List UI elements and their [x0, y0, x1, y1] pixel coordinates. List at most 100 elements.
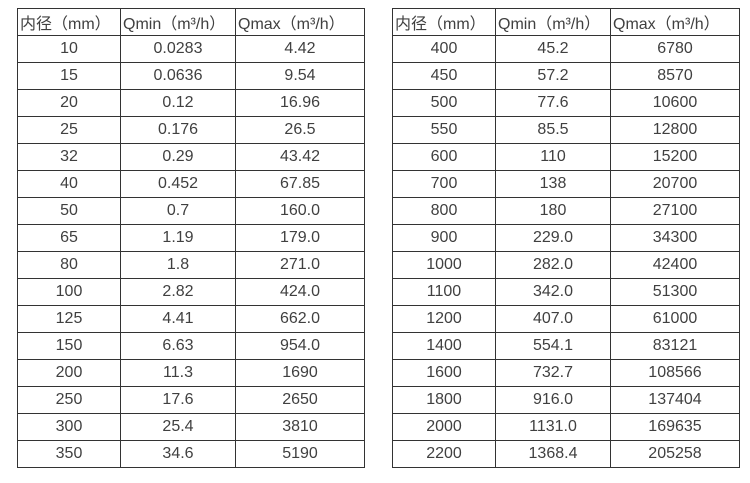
table-cell-qmin: 34.6	[120, 440, 236, 468]
table-cell-qmax: 662.0	[235, 305, 365, 333]
table-cell-diameter: 80	[17, 251, 121, 279]
table-row: 450 57.2 8570	[392, 62, 740, 90]
table-cell-diameter: 40	[17, 170, 121, 198]
table-cell-qmin: 4.41	[120, 305, 236, 333]
table-cell-qmax: 5190	[235, 440, 365, 468]
table-cell-qmin: 17.6	[120, 386, 236, 414]
table-row: 150 6.63 954.0	[17, 332, 365, 360]
table-cell-qmax: 16.96	[235, 89, 365, 117]
table-cell-qmax: 160.0	[235, 197, 365, 225]
table-row: 10 0.0283 4.42	[17, 35, 365, 63]
table-row: 250 17.6 2650	[17, 386, 365, 414]
table-row: 900 229.0 34300	[392, 224, 740, 252]
table-cell-diameter: 300	[17, 413, 121, 441]
table-cell-qmax: 67.85	[235, 170, 365, 198]
table-cell-diameter: 1800	[392, 386, 496, 414]
table-row: 80 1.8 271.0	[17, 251, 365, 279]
table-row: 15 0.0636 9.54	[17, 62, 365, 90]
table-cell-diameter: 1600	[392, 359, 496, 387]
table-row: 40 0.452 67.85	[17, 170, 365, 198]
table-cell-qmin: 1.19	[120, 224, 236, 252]
table-row: 125 4.41 662.0	[17, 305, 365, 333]
table-cell-diameter: 32	[17, 143, 121, 171]
table-cell-qmin: 45.2	[495, 35, 611, 63]
table-row: 2200 1368.4 205258	[392, 440, 740, 468]
table-cell-qmin: 1.8	[120, 251, 236, 279]
table-row: 20 0.12 16.96	[17, 89, 365, 117]
table-cell-diameter: 25	[17, 116, 121, 144]
column-header-qmax: Qmax（m³/h）	[610, 8, 740, 36]
table-cell-qmin: 57.2	[495, 62, 611, 90]
table-cell-qmin: 0.176	[120, 116, 236, 144]
table-row: 100 2.82 424.0	[17, 278, 365, 306]
table-row: 300 25.4 3810	[17, 413, 365, 441]
table-cell-diameter: 250	[17, 386, 121, 414]
table-cell-qmax: 43.42	[235, 143, 365, 171]
table-cell-qmin: 916.0	[495, 386, 611, 414]
table-cell-qmin: 554.1	[495, 332, 611, 360]
table-row: 700 138 20700	[392, 170, 740, 198]
table-cell-diameter: 1000	[392, 251, 496, 279]
table-cell-diameter: 200	[17, 359, 121, 387]
table-cell-diameter: 1100	[392, 278, 496, 306]
table-cell-qmin: 1368.4	[495, 440, 611, 468]
table-cell-diameter: 400	[392, 35, 496, 63]
table-cell-qmax: 27100	[610, 197, 740, 225]
table-cell-qmin: 0.452	[120, 170, 236, 198]
table-cell-diameter: 350	[17, 440, 121, 468]
table-cell-qmin: 0.0283	[120, 35, 236, 63]
table-row: 1100 342.0 51300	[392, 278, 740, 306]
table-cell-qmin: 0.12	[120, 89, 236, 117]
table-cell-diameter: 10	[17, 35, 121, 63]
table-row: 400 45.2 6780	[392, 35, 740, 63]
table-cell-qmin: 77.6	[495, 89, 611, 117]
table-cell-qmax: 34300	[610, 224, 740, 252]
table-cell-diameter: 125	[17, 305, 121, 333]
table-row: 1600 732.7 108566	[392, 359, 740, 387]
table-cell-qmax: 20700	[610, 170, 740, 198]
table-cell-qmax: 424.0	[235, 278, 365, 306]
table-row: 350 34.6 5190	[17, 440, 365, 468]
table-cell-diameter: 100	[17, 278, 121, 306]
table-row: 600 110 15200	[392, 143, 740, 171]
table-row: 2000 1131.0 169635	[392, 413, 740, 441]
table-cell-qmax: 169635	[610, 413, 740, 441]
table-cell-diameter: 800	[392, 197, 496, 225]
table-cell-qmin: 1131.0	[495, 413, 611, 441]
table-row: 32 0.29 43.42	[17, 143, 365, 171]
table-cell-diameter: 15	[17, 62, 121, 90]
table-cell-qmax: 1690	[235, 359, 365, 387]
table-row: 1200 407.0 61000	[392, 305, 740, 333]
table-cell-qmin: 732.7	[495, 359, 611, 387]
table-cell-diameter: 150	[17, 332, 121, 360]
table-cell-qmin: 138	[495, 170, 611, 198]
table-cell-qmax: 205258	[610, 440, 740, 468]
table-cell-diameter: 20	[17, 89, 121, 117]
table-cell-qmax: 26.5	[235, 116, 365, 144]
table-cell-qmin: 0.29	[120, 143, 236, 171]
column-header-qmin: Qmin（m³/h）	[495, 8, 611, 36]
table-cell-diameter: 65	[17, 224, 121, 252]
table-row: 25 0.176 26.5	[17, 116, 365, 144]
table-cell-qmin: 282.0	[495, 251, 611, 279]
table-cell-diameter: 700	[392, 170, 496, 198]
table-cell-diameter: 50	[17, 197, 121, 225]
table-cell-diameter: 450	[392, 62, 496, 90]
column-header-diameter: 内径（mm）	[392, 8, 496, 36]
table-cell-qmin: 2.82	[120, 278, 236, 306]
table-cell-qmax: 2650	[235, 386, 365, 414]
table-cell-qmax: 3810	[235, 413, 365, 441]
column-header-qmin: Qmin（m³/h）	[120, 8, 236, 36]
flow-table-large-diameter: 内径（mm） Qmin（m³/h） Qmax（m³/h） 400 45.2 6780 450…	[392, 8, 740, 468]
table-row: 200 11.3 1690	[17, 359, 365, 387]
table-cell-qmax: 179.0	[235, 224, 365, 252]
table-cell-qmax: 137404	[610, 386, 740, 414]
column-header-qmax: Qmax（m³/h）	[235, 8, 365, 36]
table-cell-diameter: 900	[392, 224, 496, 252]
table-cell-qmin: 110	[495, 143, 611, 171]
table-cell-qmin: 0.0636	[120, 62, 236, 90]
table-cell-qmin: 6.63	[120, 332, 236, 360]
table-cell-qmax: 8570	[610, 62, 740, 90]
table-row: 500 77.6 10600	[392, 89, 740, 117]
